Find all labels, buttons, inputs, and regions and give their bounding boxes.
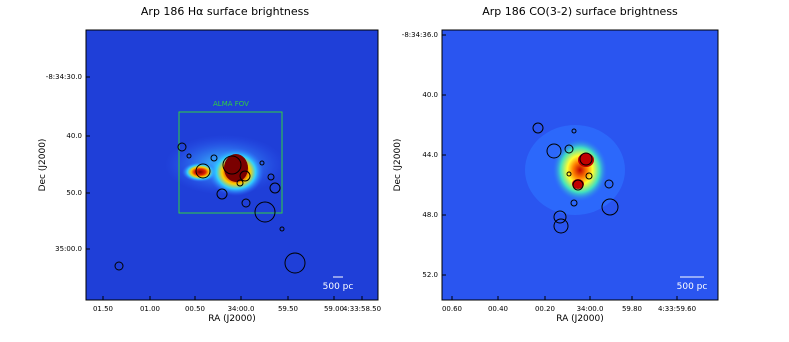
x-axis-label: RA (J2000) — [556, 314, 604, 324]
x-tick-label: 00.50 — [185, 305, 205, 313]
y-tick-label: 35:00.0 — [55, 245, 82, 253]
x-tick-label: 01.50 — [93, 305, 113, 313]
y-axis-label: Dec (J2000) — [393, 139, 403, 192]
y-tick-label: 44.0 — [422, 151, 438, 159]
x-tick-label: 4:33:58.50 — [343, 305, 381, 313]
co-map — [441, 29, 719, 301]
y-tick-label: 48.0 — [422, 211, 438, 219]
x-tick-label: 01.00 — [140, 305, 160, 313]
y-axis-label: Dec (J2000) — [38, 139, 48, 192]
y-tick-label: -8:34:30.0 — [46, 73, 82, 81]
halpha-map — [85, 29, 379, 301]
x-tick-label: 59.50 — [278, 305, 298, 313]
x-tick-label: 59.80 — [622, 305, 642, 313]
x-axis-label: RA (J2000) — [208, 314, 256, 324]
x-tick-label: 34:00.0 — [577, 305, 604, 313]
x-tick-label: 00.20 — [535, 305, 555, 313]
x-tick-label: 59.00 — [324, 305, 344, 313]
x-tick-label: 4:33:59.60 — [658, 305, 696, 313]
annotation: ALMA FOV — [213, 100, 249, 108]
ticks: 01.50 01.00 00.50 34:00.0 59.50 59.004:33:58.… — [46, 31, 696, 313]
panel-title: Arp 186 Hα surface brightness — [141, 5, 309, 18]
y-tick-label: 52.0 — [422, 271, 438, 279]
y-tick-label: 40.0 — [422, 91, 438, 99]
x-tick-label: 34:00.0 — [228, 305, 255, 313]
y-tick-label: 40.0 — [66, 132, 82, 140]
x-tick-label: 00.40 — [488, 305, 508, 313]
scale-bar-label: 500 pc — [677, 282, 708, 292]
panel-title: Arp 186 CO(3-2) surface brightness — [482, 5, 678, 18]
scale-bar-label: 500 pc — [323, 282, 354, 292]
y-tick-label: 50.0 — [66, 189, 82, 197]
x-tick-label: 00.60 — [442, 305, 462, 313]
y-tick-label: -8:34:36.0 — [402, 31, 438, 39]
